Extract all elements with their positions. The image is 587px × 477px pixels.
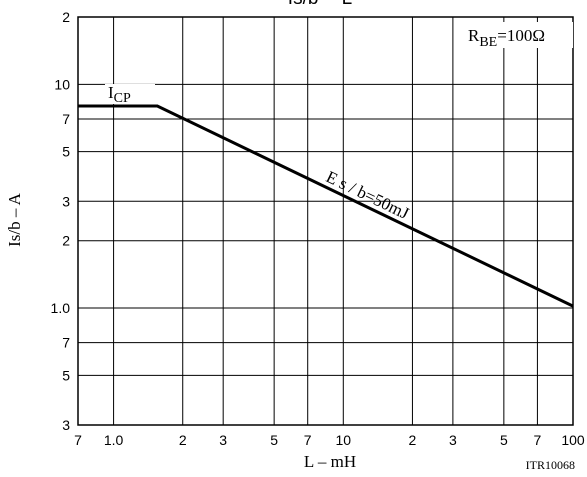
- y-tick-label: 2: [62, 233, 70, 249]
- x-tick-label: 5: [270, 432, 278, 448]
- icp-label: ICP: [105, 83, 155, 106]
- series-layer: [78, 106, 573, 306]
- x-tick-label: 7: [304, 432, 312, 448]
- y-axis-label: Is/b – A: [5, 192, 24, 247]
- x-tick-label: 3: [219, 432, 227, 448]
- energy-label: E s / b=50mJ: [323, 167, 412, 223]
- figure-code: ITR10068: [526, 458, 575, 472]
- y-tick-label: 1.0: [51, 300, 71, 316]
- y-tick-label: 3: [62, 193, 70, 209]
- x-tick-label: 100: [561, 432, 585, 448]
- grid-layer: [78, 17, 573, 425]
- y-tick-label: 7: [62, 335, 70, 351]
- plot-frame: [78, 17, 573, 425]
- y-tick-label: 5: [62, 144, 70, 160]
- x-tick-label: 10: [336, 432, 352, 448]
- y-tick-label: 2: [62, 9, 70, 25]
- x-tick-label: 7: [74, 432, 82, 448]
- energy-label-text: E s / b=50mJ: [323, 167, 412, 223]
- series-line: [78, 106, 573, 306]
- x-tick-label: 1.0: [104, 432, 124, 448]
- rbe-label-main: R: [468, 26, 480, 45]
- y-tick-label: 5: [62, 367, 70, 383]
- y-tick-label: 10: [54, 76, 70, 92]
- x-tick-label: 5: [500, 432, 508, 448]
- x-tick-label: 3: [449, 432, 457, 448]
- y-tick-label: 7: [62, 111, 70, 127]
- y-tick-label: 3: [62, 417, 70, 433]
- icp-label-subscript: CP: [114, 91, 131, 106]
- x-tick-label: 2: [409, 432, 417, 448]
- x-axis-label: L – mH: [304, 452, 356, 471]
- rbe-condition-label: RBE=100Ω: [463, 22, 573, 50]
- x-tick-label: 2: [179, 432, 187, 448]
- rbe-label-subscript: BE: [479, 35, 497, 50]
- tick-layer: 7 1.0 2 3 5 7 10 2 3 5 7 100 2 10 7 5 3 2 1.0 7 5 3: [51, 9, 585, 448]
- chart-title: Is/b -- L: [288, 0, 352, 9]
- rbe-label-suffix: =100Ω: [497, 26, 545, 45]
- x-tick-label: 7: [534, 432, 542, 448]
